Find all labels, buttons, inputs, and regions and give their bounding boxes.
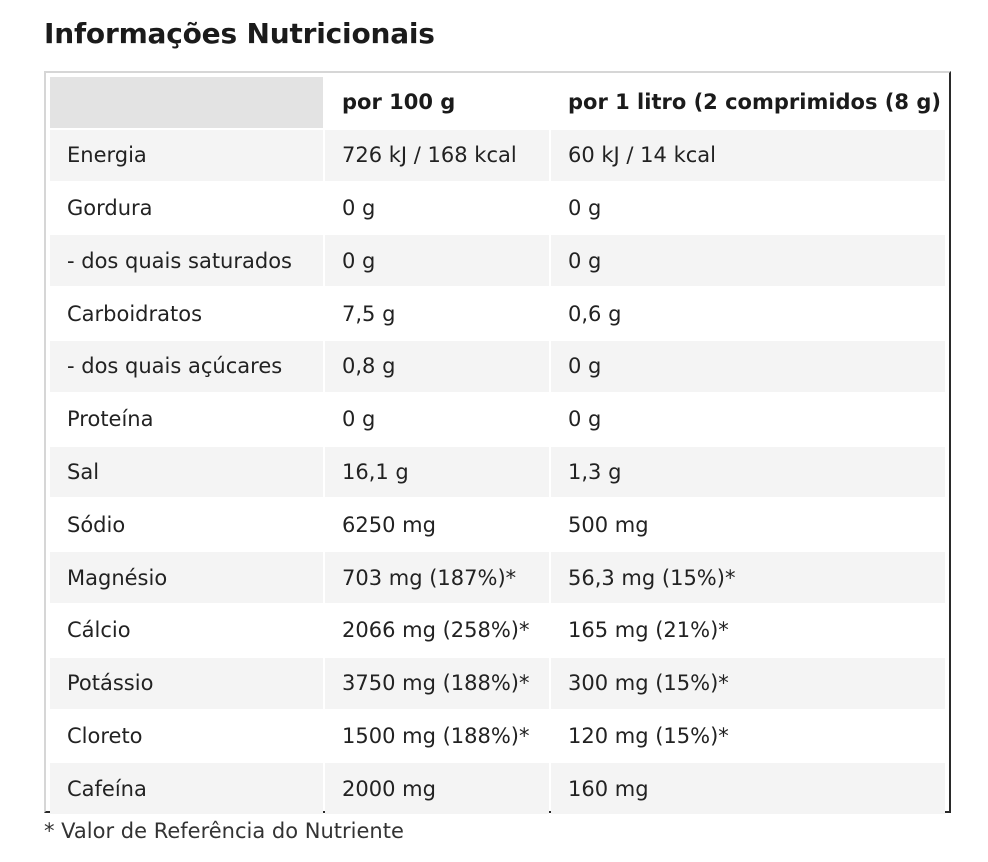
table-row: Carboidratos 7,5 g 0,6 g bbox=[50, 288, 945, 339]
nutrient-name-cell: Energia bbox=[50, 129, 323, 181]
nutrient-name-cell: Cafeína bbox=[50, 763, 323, 815]
per-liter-cell: 56,3 mg (15%)* bbox=[551, 552, 945, 603]
nutrient-name-cell: Proteína bbox=[50, 393, 323, 445]
per-liter-cell: 160 mg bbox=[551, 763, 945, 815]
per-liter-cell: 165 mg (21%)* bbox=[551, 604, 945, 656]
nutrient-name-cell: Sódio bbox=[50, 499, 323, 551]
per-100g-cell: 2000 mg bbox=[325, 763, 549, 815]
per-100g-cell: 0,8 g bbox=[325, 340, 549, 392]
table-row: Cálcio 2066 mg (258%)* 165 mg (21%)* bbox=[50, 604, 945, 656]
per-liter-cell: 120 mg (15%)* bbox=[551, 710, 945, 762]
nutrient-name-cell: - dos quais açúcares bbox=[50, 340, 323, 392]
nutrient-name-cell: Cálcio bbox=[50, 604, 323, 656]
table-row: Sódio 6250 mg 500 mg bbox=[50, 499, 945, 551]
header-per-100g: por 100 g bbox=[325, 77, 549, 128]
per-liter-cell: 0 g bbox=[551, 235, 945, 287]
table-row: Sal 16,1 g 1,3 g bbox=[50, 446, 945, 498]
table-row: Cloreto 1500 mg (188%)* 120 mg (15%)* bbox=[50, 710, 945, 762]
nutrient-name-cell: Gordura bbox=[50, 182, 323, 234]
per-100g-cell: 0 g bbox=[325, 182, 549, 234]
per-liter-cell: 0 g bbox=[551, 393, 945, 445]
per-100g-cell: 703 mg (187%)* bbox=[325, 552, 549, 603]
header-per-liter: por 1 litro (2 comprimidos (8 g) bbox=[551, 77, 945, 128]
nutrient-name-cell: Cloreto bbox=[50, 710, 323, 762]
per-100g-cell: 0 g bbox=[325, 235, 549, 287]
per-100g-cell: 2066 mg (258%)* bbox=[325, 604, 549, 656]
page-title: Informações Nutricionais bbox=[44, 17, 435, 50]
nutrition-table: por 100 g por 1 litro (2 comprimidos (8 … bbox=[48, 75, 947, 816]
nutrient-name-cell: Sal bbox=[50, 446, 323, 498]
per-100g-cell: 7,5 g bbox=[325, 288, 549, 339]
per-liter-cell: 300 mg (15%)* bbox=[551, 657, 945, 709]
nutrient-name-cell: - dos quais saturados bbox=[50, 235, 323, 287]
nutrient-name-cell: Magnésio bbox=[50, 552, 323, 603]
per-100g-cell: 726 kJ / 168 kcal bbox=[325, 129, 549, 181]
nutrient-name-cell: Carboidratos bbox=[50, 288, 323, 339]
nutrition-table-header: por 100 g por 1 litro (2 comprimidos (8 … bbox=[50, 77, 945, 128]
per-liter-cell: 500 mg bbox=[551, 499, 945, 551]
per-liter-cell: 0 g bbox=[551, 340, 945, 392]
table-row: Potássio 3750 mg (188%)* 300 mg (15%)* bbox=[50, 657, 945, 709]
nutrient-name-cell: Potássio bbox=[50, 657, 323, 709]
nutrition-table-body: Energia 726 kJ / 168 kcal 60 kJ / 14 kcal G… bbox=[50, 129, 945, 815]
per-100g-cell: 16,1 g bbox=[325, 446, 549, 498]
per-liter-cell: 1,3 g bbox=[551, 446, 945, 498]
table-row: Magnésio 703 mg (187%)* 56,3 mg (15%)* bbox=[50, 552, 945, 603]
nutrition-table-container: por 100 g por 1 litro (2 comprimidos (8 … bbox=[44, 71, 951, 816]
per-liter-cell: 60 kJ / 14 kcal bbox=[551, 129, 945, 181]
per-100g-cell: 6250 mg bbox=[325, 499, 549, 551]
per-liter-cell: 0,6 g bbox=[551, 288, 945, 339]
header-corner-cell bbox=[50, 77, 323, 128]
per-100g-cell: 0 g bbox=[325, 393, 549, 445]
table-row: Cafeína 2000 mg 160 mg bbox=[50, 763, 945, 815]
footnote: * Valor de Referência do Nutriente bbox=[44, 819, 404, 843]
per-liter-cell: 0 g bbox=[551, 182, 945, 234]
per-100g-cell: 1500 mg (188%)* bbox=[325, 710, 549, 762]
table-row: Energia 726 kJ / 168 kcal 60 kJ / 14 kcal bbox=[50, 129, 945, 181]
header-row: por 100 g por 1 litro (2 comprimidos (8 … bbox=[50, 77, 945, 128]
per-100g-cell: 3750 mg (188%)* bbox=[325, 657, 549, 709]
